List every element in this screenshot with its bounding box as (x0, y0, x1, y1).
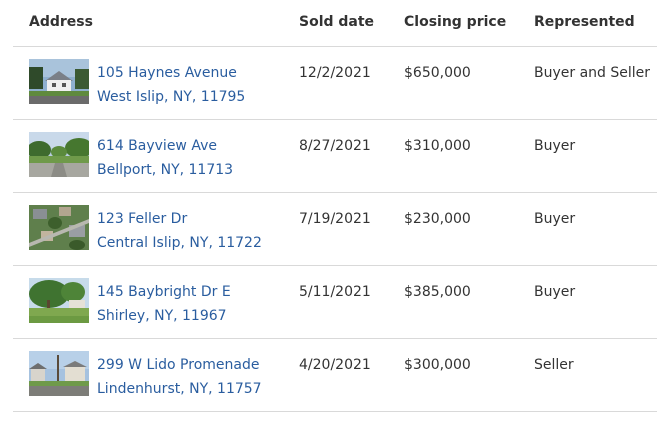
city-address[interactable]: Central Islip, NY, 11722 (97, 235, 262, 251)
closing-price: $650,000 (404, 65, 471, 81)
table-row: 614 Bayview Ave Bellport, NY, 11713 8/27… (13, 120, 657, 193)
sold-date: 4/20/2021 (299, 357, 371, 373)
table-row: 145 Baybright Dr E Shirley, NY, 11967 5/… (13, 266, 657, 339)
column-header-sold-date: Sold date (299, 14, 375, 30)
street-address[interactable]: 123 Feller Dr (97, 211, 188, 227)
represented: Buyer (534, 284, 576, 300)
closing-price: $310,000 (404, 138, 471, 154)
table-row: 299 W Lido Promenade Lindenhurst, NY, 11… (13, 339, 657, 412)
city-address[interactable]: West Islip, NY, 11795 (97, 89, 246, 105)
table-row: 105 Haynes Avenue West Islip, NY, 11795 … (13, 47, 657, 120)
sold-date: 5/11/2021 (299, 284, 371, 300)
closing-price: $230,000 (404, 211, 471, 227)
street-address[interactable]: 299 W Lido Promenade (97, 357, 260, 373)
street-address[interactable]: 614 Bayview Ave (97, 138, 217, 154)
represented: Buyer (534, 211, 576, 227)
sold-listings-table: Address Sold date Closing price Represen… (13, 0, 657, 412)
address-link[interactable]: 123 Feller Dr Central Islip, NY, 11722 (97, 207, 262, 255)
street-houses-photo[interactable] (29, 351, 89, 396)
city-address[interactable]: Lindenhurst, NY, 11757 (97, 381, 262, 397)
house-street-photo[interactable] (29, 59, 89, 104)
column-header-represented: Represented (534, 14, 635, 30)
table-header: Address Sold date Closing price Represen… (13, 0, 657, 47)
address-link[interactable]: 105 Haynes Avenue West Islip, NY, 11795 (97, 61, 245, 109)
yard-tree-photo[interactable] (29, 278, 89, 323)
represented: Buyer (534, 138, 576, 154)
street-trees-photo[interactable] (29, 132, 89, 177)
address-link[interactable]: 145 Baybright Dr E Shirley, NY, 11967 (97, 280, 231, 328)
address-link[interactable]: 614 Bayview Ave Bellport, NY, 11713 (97, 134, 233, 182)
street-address[interactable]: 145 Baybright Dr E (97, 284, 231, 300)
column-header-address: Address (29, 14, 93, 30)
represented: Buyer and Seller (534, 65, 651, 81)
represented: Seller (534, 357, 574, 373)
city-address[interactable]: Shirley, NY, 11967 (97, 308, 227, 324)
closing-price: $300,000 (404, 357, 471, 373)
closing-price: $385,000 (404, 284, 471, 300)
sold-date: 8/27/2021 (299, 138, 371, 154)
sold-date: 12/2/2021 (299, 65, 371, 81)
aerial-view-photo[interactable] (29, 205, 89, 250)
city-address[interactable]: Bellport, NY, 11713 (97, 162, 234, 178)
address-link[interactable]: 299 W Lido Promenade Lindenhurst, NY, 11… (97, 353, 262, 401)
table-row: 123 Feller Dr Central Islip, NY, 11722 7… (13, 193, 657, 266)
column-header-closing-price: Closing price (404, 14, 507, 30)
street-address[interactable]: 105 Haynes Avenue (97, 65, 237, 81)
sold-date: 7/19/2021 (299, 211, 371, 227)
